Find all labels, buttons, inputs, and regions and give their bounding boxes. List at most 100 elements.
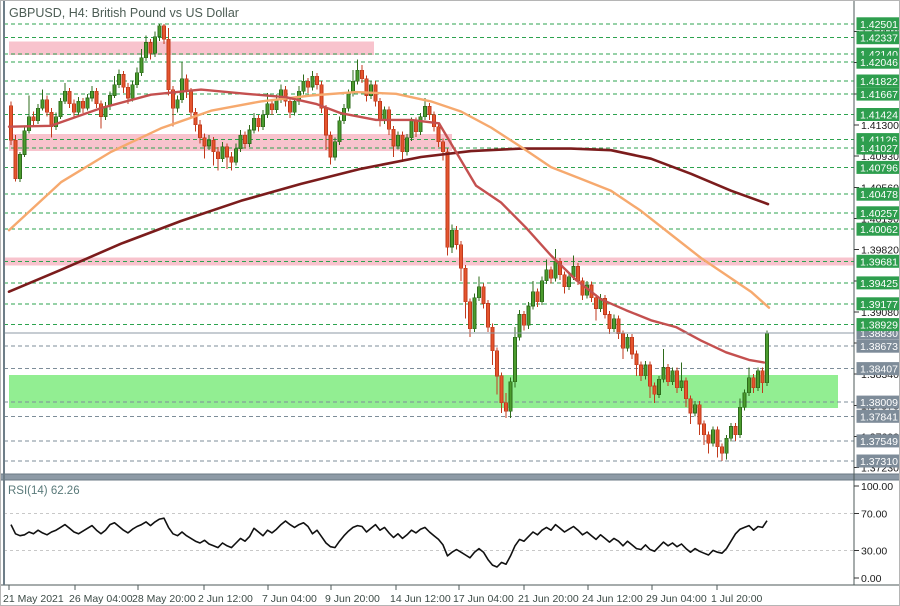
candle-bearish — [495, 350, 499, 377]
candle-bearish — [558, 261, 562, 276]
candle-bearish — [436, 126, 441, 143]
green-level-label: 1.39177 — [856, 297, 899, 311]
candle-bearish — [648, 364, 652, 387]
candle-bearish — [126, 86, 130, 99]
candle-bullish — [207, 139, 211, 147]
candle-bearish — [94, 91, 99, 105]
candle-bullish — [369, 84, 373, 96]
rsi-line[interactable] — [10, 517, 768, 568]
green-level-label-bg — [856, 206, 899, 220]
resistance-zone-minor[interactable] — [4, 257, 854, 266]
candle-bullish — [513, 336, 517, 383]
time-tick-label: 28 May 20:00 — [132, 593, 196, 605]
ma-mid-orange[interactable] — [7, 90, 771, 309]
green-level-label-bg — [856, 222, 899, 236]
gray-level-label: 1.38673 — [856, 339, 899, 353]
green-level-label-text: 1.39425 — [860, 278, 898, 290]
candle-bearish — [630, 336, 634, 355]
candle-bullish — [517, 314, 522, 338]
candle-bullish — [180, 78, 184, 101]
candle-bearish — [67, 91, 72, 105]
candle-bearish — [607, 314, 612, 330]
time-tick-label: 21 Jun 20:00 — [518, 593, 579, 605]
candle-bearish — [319, 84, 324, 109]
candle-bearish — [603, 298, 607, 315]
panel-splitter[interactable] — [1, 474, 900, 480]
gray-level-label: 1.37310 — [856, 454, 899, 468]
candle-bullish — [711, 429, 715, 444]
green-level-label: 1.42501 — [856, 17, 899, 31]
candle-bullish — [40, 99, 45, 109]
candle-bearish — [31, 116, 36, 122]
rsi-panel-layer[interactable] — [4, 513, 854, 568]
candle-bearish — [666, 367, 670, 383]
candle-bearish — [378, 101, 382, 122]
candle-bullish — [724, 437, 729, 454]
time-axis[interactable]: 21 May 2021 26 May 04:00 28 May 20:00 2 Jun… — [3, 585, 763, 605]
candle-bearish — [243, 134, 247, 144]
candle-bearish — [576, 266, 580, 282]
green-level-label-text: 1.40062 — [860, 224, 898, 236]
candle-bearish — [706, 434, 711, 444]
candle-bullish — [153, 36, 157, 54]
candle-bearish — [306, 80, 310, 88]
candle-bearish — [684, 380, 688, 400]
green-level-label-bg — [856, 74, 899, 88]
price-axis[interactable]: 1.424101.420401.416701.413001.409301.405… — [854, 17, 900, 585]
candle-bullish — [238, 134, 243, 149]
green-level-label: 1.38929 — [856, 318, 899, 332]
candle-bearish — [616, 318, 621, 335]
green-level-label: 1.41667 — [856, 87, 899, 101]
candle-bullish — [409, 120, 414, 138]
candle-bullish — [18, 154, 22, 180]
candle-bullish — [333, 141, 337, 158]
green-level-label-bg — [856, 31, 899, 45]
green-level-label-text: 1.42046 — [860, 57, 898, 69]
time-tick-label: 1 Jul 20:00 — [711, 593, 763, 605]
candle-bearish — [504, 402, 508, 412]
ma-fast-rosy[interactable] — [7, 88, 766, 364]
price-tick-label: 1.39820 — [861, 245, 899, 257]
candle-bearish — [202, 137, 207, 147]
candle-bearish — [225, 146, 229, 158]
gray-level-label: 1.38407 — [856, 362, 899, 376]
gray-level-label: 1.37549 — [856, 434, 899, 448]
candle-bullish — [310, 75, 315, 88]
gray-level-label-bg — [856, 395, 899, 409]
green-level-label: 1.40257 — [856, 206, 899, 220]
green-level-label-text: 1.39681 — [860, 256, 898, 268]
candle-bullish — [643, 364, 648, 377]
gray-level-label-text: 1.38009 — [860, 397, 898, 409]
candle-bullish — [418, 116, 423, 133]
time-tick-label: 17 Jun 04:00 — [453, 593, 514, 605]
candle-bullish — [292, 101, 297, 113]
resistance-zone-upper[interactable] — [9, 41, 374, 56]
candle-bearish — [189, 91, 193, 113]
candle-bullish — [265, 103, 270, 116]
candle-bearish — [675, 370, 679, 388]
candle-bullish — [355, 69, 360, 82]
level-lines-layer[interactable] — [4, 23, 854, 462]
moving-averages-layer[interactable] — [7, 88, 771, 364]
candle-bullish — [139, 57, 144, 74]
candle-bearish — [441, 141, 445, 153]
green-level-label: 1.40478 — [856, 187, 899, 201]
candle-bearish — [490, 326, 495, 352]
green-level-label-text: 1.40257 — [860, 208, 898, 220]
gray-level-label-text: 1.38673 — [860, 341, 898, 353]
green-level-label-text: 1.38929 — [860, 320, 898, 332]
candle-bullish — [765, 332, 769, 384]
candle-bullish — [472, 297, 477, 330]
candle-bullish — [679, 380, 684, 388]
candle-bearish — [211, 139, 216, 153]
green-level-label: 1.42046 — [856, 55, 899, 69]
ma-slow-dark-maroon[interactable] — [7, 147, 770, 294]
green-level-label-bg — [856, 55, 899, 69]
candle-bullish — [738, 406, 742, 436]
candle-bearish — [81, 101, 85, 109]
support-zone[interactable] — [9, 375, 838, 408]
candle-bullish — [756, 370, 760, 388]
candle-bearish — [459, 244, 463, 269]
